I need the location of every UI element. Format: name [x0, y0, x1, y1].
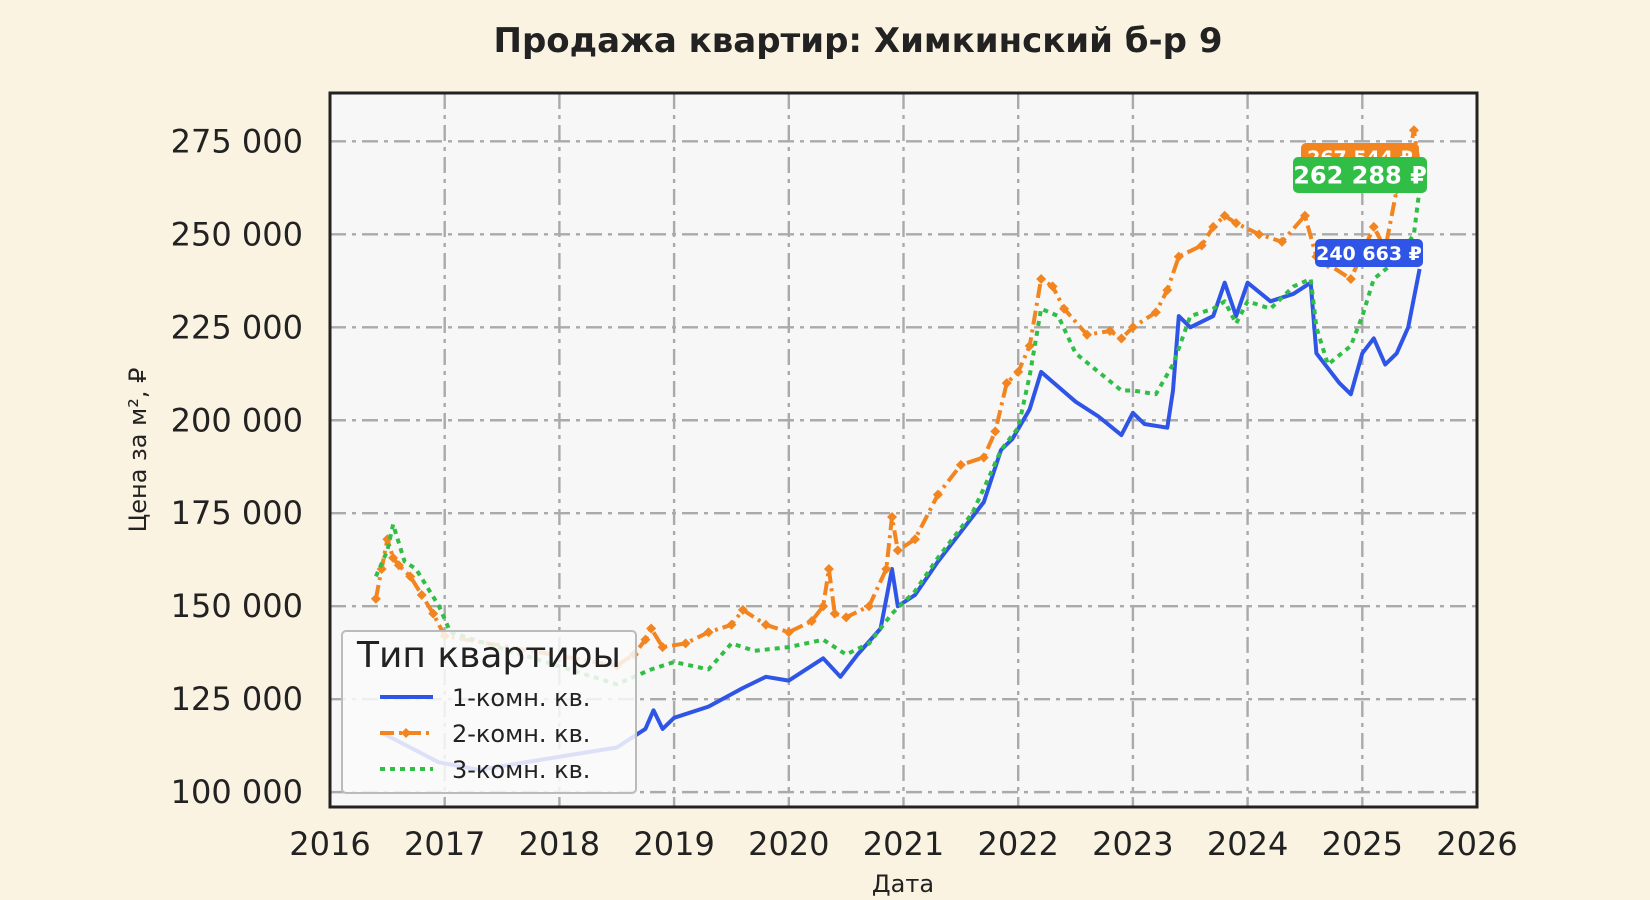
x-axis: 2016 2017 2018 2019 2020 2021 2022 2023 2024 2025…: [289, 825, 1517, 863]
series-2-point: [892, 545, 903, 556]
series-2-point: [829, 608, 840, 619]
series-2-point: [864, 601, 875, 612]
series-2-point: [393, 560, 404, 571]
x-tick-label: 2026: [1436, 825, 1517, 863]
y-tick-label: 175 000: [171, 494, 303, 532]
series-2-point: [428, 608, 439, 619]
series-line-1: [380, 268, 1422, 772]
series-2-point: [887, 511, 898, 522]
series-2-point: [955, 459, 966, 470]
legend-title: Тип квартиры: [356, 635, 621, 676]
series-2-point: [932, 489, 943, 500]
y-axis: 100 000 125 000 150 000 175 000 200 000 225 0…: [171, 122, 303, 811]
y-tick-label: 100 000: [171, 773, 303, 811]
end-label-1: 240 663 ₽: [1315, 239, 1423, 267]
y-tick-label: 125 000: [171, 680, 303, 718]
end-label-3: 262 288 ₽: [1293, 157, 1427, 193]
series-2-point: [783, 627, 794, 638]
series-2-point: [680, 638, 691, 649]
end-labels: 240 663 ₽267 544 ₽262 288 ₽: [1293, 143, 1427, 267]
series-2-point: [978, 452, 989, 463]
series-2-point: [1254, 229, 1265, 240]
series-2-point: [388, 552, 399, 563]
series-2-point: [1345, 273, 1356, 284]
x-tick-label: 2024: [1207, 825, 1288, 863]
end-label-text: 240 663 ₽: [1316, 243, 1422, 265]
x-tick-label: 2019: [633, 825, 714, 863]
legend-label-1: 1-комн. кв.: [452, 684, 590, 712]
series-2-point: [657, 642, 668, 653]
x-tick-label: 2023: [1092, 825, 1173, 863]
x-tick-label: 2025: [1322, 825, 1403, 863]
series-2-point: [1196, 240, 1207, 251]
x-tick-label: 2018: [519, 825, 600, 863]
x-axis-label: Дата: [872, 870, 934, 898]
plot-frame: [328, 91, 1479, 809]
legend-label-2: 2-комн. кв.: [452, 720, 590, 748]
series-2-point: [818, 601, 829, 612]
series-2-point: [806, 616, 817, 627]
series-2-point: [703, 627, 714, 638]
series-2-point: [370, 593, 381, 604]
series-2-point: [1127, 322, 1138, 333]
series-2-point: [1162, 285, 1173, 296]
legend-label-3: 3-комн. кв.: [452, 756, 590, 784]
series-2-point: [1173, 251, 1184, 262]
y-tick-label: 250 000: [171, 215, 303, 253]
x-tick-label: 2021: [863, 825, 944, 863]
series-2-point: [1208, 221, 1219, 232]
series-2-point: [1277, 236, 1288, 247]
series-2-point: [823, 564, 834, 574]
y-axis-label: Цена за м², ₽: [124, 368, 152, 533]
series-2-point: [1059, 303, 1070, 314]
series-2-point: [1368, 221, 1379, 232]
y-tick-label: 150 000: [171, 587, 303, 625]
series-2-point: [737, 604, 748, 615]
y-tick-label: 200 000: [171, 401, 303, 439]
series-2-point: [1219, 210, 1230, 221]
series-2-point: [640, 634, 651, 645]
series-2-point: [1408, 125, 1419, 136]
end-label-box: [1315, 239, 1423, 267]
series-2-point: [405, 571, 416, 582]
series-2-point: [1104, 326, 1115, 336]
y-tick-label: 225 000: [171, 308, 303, 346]
x-tick-label: 2020: [748, 825, 829, 863]
x-tick-label: 2017: [404, 825, 485, 863]
series-2-point: [1116, 333, 1127, 344]
series-2-point: [1001, 378, 1012, 389]
legend-box: [341, 630, 637, 794]
x-tick-label: 2016: [289, 825, 370, 863]
series-2-point: [881, 564, 892, 574]
series-2-point: [909, 534, 920, 545]
series-2-point: [1047, 281, 1058, 292]
series-2-point: [1082, 329, 1093, 340]
chart-title: Продажа квартир: Химкинский б-р 9: [494, 21, 1223, 61]
end-label-text: 262 288 ₽: [1293, 162, 1427, 190]
series-2-point: [990, 426, 1001, 437]
legend: Тип квартиры 1-комн. кв. 2-комн. кв. 3-ком…: [341, 630, 637, 794]
x-tick-label: 2022: [977, 825, 1058, 863]
legend-marker: [401, 728, 411, 738]
series-2-point: [646, 623, 657, 634]
series-2-point: [1013, 366, 1024, 377]
series-2-point: [1299, 210, 1310, 221]
series-2-point: [841, 612, 852, 623]
series-2-point: [1231, 218, 1242, 229]
series-2-point: [760, 619, 771, 630]
series-2-point: [416, 590, 427, 601]
series-line-2: [373, 128, 1422, 668]
series-2-point: [1036, 273, 1047, 284]
series-2-point: [1024, 340, 1035, 351]
series-2-point: [726, 619, 737, 630]
end-label-box: [1293, 157, 1427, 193]
y-tick-label: 275 000: [171, 122, 303, 160]
series-2-point: [1150, 307, 1161, 318]
